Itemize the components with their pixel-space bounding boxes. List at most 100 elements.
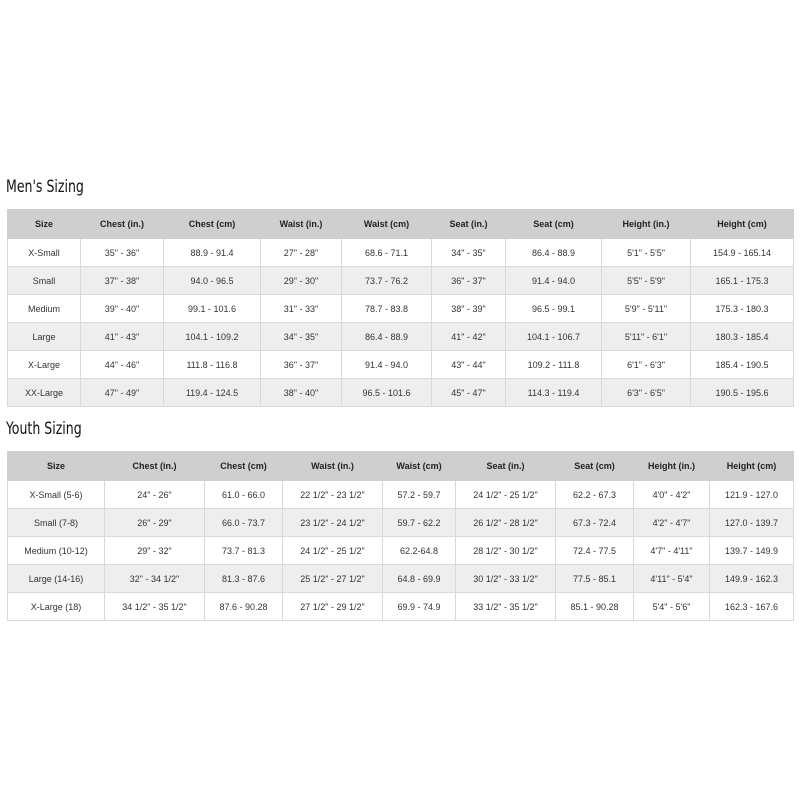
column-header: Waist (cm) [382, 451, 456, 481]
measurement-cell: 73.7 - 76.2 [341, 266, 432, 295]
table-row: Medium 39" - 40" 99.1 - 101.6 31" - 33" 78.7… [7, 294, 794, 323]
measurement-cell: 6'3" - 6'5" [601, 378, 691, 407]
measurement-cell: 99.1 - 101.6 [163, 294, 261, 323]
column-header: Size [7, 451, 105, 481]
table-row: Small 37" - 38" 94.0 - 96.5 29" - 30" 73.7 -… [7, 266, 794, 295]
measurement-cell: 121.9 - 127.0 [709, 480, 794, 509]
measurement-cell: 30 1/2" - 33 1/2" [455, 564, 556, 593]
size-cell: Small [7, 266, 81, 295]
mens-sizing-table: Size Chest (in.) Chest (cm) Waist (in.) Wais… [7, 209, 794, 407]
measurement-cell: 85.1 - 90.28 [555, 592, 634, 621]
column-header: Height (cm) [690, 209, 794, 239]
measurement-cell: 38" - 40" [260, 378, 342, 407]
measurement-cell: 25 1/2" - 27 1/2" [282, 564, 383, 593]
measurement-cell: 185.4 - 190.5 [690, 350, 794, 379]
measurement-cell: 41" - 43" [80, 322, 164, 351]
measurement-cell: 22 1/2" - 23 1/2" [282, 480, 383, 509]
measurement-cell: 29" - 30" [260, 266, 342, 295]
measurement-cell: 68.6 - 71.1 [341, 238, 432, 267]
measurement-cell: 94.0 - 96.5 [163, 266, 261, 295]
measurement-cell: 27 1/2" - 29 1/2" [282, 592, 383, 621]
header-row: Size Chest (in.) Chest (cm) Waist (in.) Wais… [7, 451, 794, 481]
measurement-cell: 78.7 - 83.8 [341, 294, 432, 323]
size-cell: X-Large (18) [7, 592, 105, 621]
measurement-cell: 39" - 40" [80, 294, 164, 323]
column-header: Chest (in.) [80, 209, 164, 239]
measurement-cell: 24 1/2" - 25 1/2" [282, 536, 383, 565]
measurement-cell: 41" - 42" [431, 322, 506, 351]
measurement-cell: 165.1 - 175.3 [690, 266, 794, 295]
measurement-cell: 24 1/2" - 25 1/2" [455, 480, 556, 509]
measurement-cell: 154.9 - 165.14 [690, 238, 794, 267]
measurement-cell: 104.1 - 109.2 [163, 322, 261, 351]
measurement-cell: 81.3 - 87.6 [204, 564, 283, 593]
measurement-cell: 34" - 35" [431, 238, 506, 267]
size-cell: X-Large [7, 350, 81, 379]
measurement-cell: 61.0 - 66.0 [204, 480, 283, 509]
measurement-cell: 26" - 29" [104, 508, 205, 537]
table-row: Small (7-8) 26" - 29" 66.0 - 73.7 23 1/2" -… [7, 508, 794, 537]
size-cell: XX-Large [7, 378, 81, 407]
measurement-cell: 24" - 26" [104, 480, 205, 509]
measurement-cell: 104.1 - 106.7 [505, 322, 602, 351]
column-header: Chest (cm) [204, 451, 283, 481]
measurement-cell: 28 1/2" - 30 1/2" [455, 536, 556, 565]
measurement-cell: 45" - 47" [431, 378, 506, 407]
measurement-cell: 26 1/2" - 28 1/2" [455, 508, 556, 537]
column-header: Waist (in.) [282, 451, 383, 481]
measurement-cell: 4'2" - 4'7" [633, 508, 710, 537]
measurement-cell: 4'0" - 4'2" [633, 480, 710, 509]
table-row: X-Large (18) 34 1/2" - 35 1/2" 87.6 - 90.2… [7, 592, 794, 621]
measurement-cell: 5'4" - 5'6" [633, 592, 710, 621]
column-header: Height (cm) [709, 451, 794, 481]
size-cell: Medium [7, 294, 81, 323]
measurement-cell: 43" - 44" [431, 350, 506, 379]
measurement-cell: 180.3 - 185.4 [690, 322, 794, 351]
size-cell: X-Small (5-6) [7, 480, 105, 509]
measurement-cell: 38" - 39" [431, 294, 506, 323]
measurement-cell: 114.3 - 119.4 [505, 378, 602, 407]
measurement-cell: 35" - 36" [80, 238, 164, 267]
measurement-cell: 23 1/2" - 24 1/2" [282, 508, 383, 537]
size-cell: X-Small [7, 238, 81, 267]
column-header: Height (in.) [633, 451, 710, 481]
youth-sizing-title: Youth Sizing [6, 419, 82, 439]
measurement-cell: 4'11" - 5'4" [633, 564, 710, 593]
measurement-cell: 37" - 38" [80, 266, 164, 295]
measurement-cell: 47" - 49" [80, 378, 164, 407]
measurement-cell: 57.2 - 59.7 [382, 480, 456, 509]
measurement-cell: 88.9 - 91.4 [163, 238, 261, 267]
measurement-cell: 96.5 - 101.6 [341, 378, 432, 407]
size-cell: Large (14-16) [7, 564, 105, 593]
measurement-cell: 91.4 - 94.0 [505, 266, 602, 295]
measurement-cell: 36" - 37" [260, 350, 342, 379]
column-header: Chest (cm) [163, 209, 261, 239]
table-row: XX-Large 47" - 49" 119.4 - 124.5 38" - 40" 9… [7, 378, 794, 407]
column-header: Height (in.) [601, 209, 691, 239]
measurement-cell: 111.8 - 116.8 [163, 350, 261, 379]
measurement-cell: 36" - 37" [431, 266, 506, 295]
measurement-cell: 6'1" - 6'3" [601, 350, 691, 379]
column-header: Waist (cm) [341, 209, 432, 239]
measurement-cell: 87.6 - 90.28 [204, 592, 283, 621]
header-row: Size Chest (in.) Chest (cm) Waist (in.) Wais… [7, 209, 794, 239]
measurement-cell: 127.0 - 139.7 [709, 508, 794, 537]
measurement-cell: 190.5 - 195.6 [690, 378, 794, 407]
measurement-cell: 162.3 - 167.6 [709, 592, 794, 621]
column-header: Chest (in.) [104, 451, 205, 481]
column-header: Seat (in.) [455, 451, 556, 481]
measurement-cell: 149.9 - 162.3 [709, 564, 794, 593]
column-header: Waist (in.) [260, 209, 342, 239]
measurement-cell: 109.2 - 111.8 [505, 350, 602, 379]
column-header: Size [7, 209, 81, 239]
measurement-cell: 64.8 - 69.9 [382, 564, 456, 593]
column-header: Seat (in.) [431, 209, 506, 239]
table-row: X-Small 35" - 36" 88.9 - 91.4 27" - 28" 68.6… [7, 238, 794, 267]
table-row: Large 41" - 43" 104.1 - 109.2 34" - 35" 86.4… [7, 322, 794, 351]
measurement-cell: 44" - 46" [80, 350, 164, 379]
measurement-cell: 32" - 34 1/2" [104, 564, 205, 593]
table-row: Large (14-16) 32" - 34 1/2" 81.3 - 87.6 25 … [7, 564, 794, 593]
measurement-cell: 5'9" - 5'11" [601, 294, 691, 323]
measurement-cell: 73.7 - 81.3 [204, 536, 283, 565]
measurement-cell: 86.4 - 88.9 [505, 238, 602, 267]
